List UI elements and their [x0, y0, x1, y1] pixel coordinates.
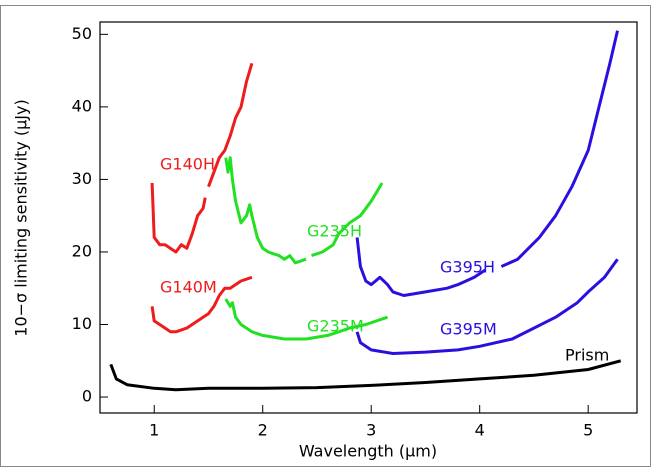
- x-tick-label: 2: [258, 421, 268, 440]
- series-label: G235H: [307, 222, 362, 241]
- series-line: [355, 30, 619, 297]
- series-line: [224, 298, 388, 341]
- series-line: [109, 359, 622, 392]
- plot-area: [99, 21, 638, 414]
- x-axis-label: Wavelength (μm): [299, 442, 437, 461]
- y-tick-label: 40: [72, 96, 92, 115]
- series-label: Prism: [565, 346, 609, 365]
- series-line: [224, 156, 384, 265]
- series-line: [150, 62, 254, 254]
- series-line: [150, 275, 253, 334]
- y-tick-label: 20: [72, 241, 92, 260]
- series-line: [355, 258, 619, 355]
- y-tick-label: 50: [72, 24, 92, 43]
- series-label: G395H: [440, 258, 495, 277]
- y-tick-label: 30: [72, 169, 92, 188]
- x-tick-label: 4: [475, 421, 485, 440]
- series-label: G140M: [160, 278, 217, 297]
- y-axis-label: 10−σ limiting sensitivity (μJy): [12, 99, 31, 336]
- series-label: G395M: [440, 320, 497, 339]
- x-tick-label: 3: [366, 421, 376, 440]
- y-tick-label: 0: [82, 387, 92, 406]
- series-label: G140H: [160, 155, 215, 174]
- x-tick-label: 1: [149, 421, 159, 440]
- series-label: G235M: [307, 317, 364, 336]
- x-tick-label: 5: [583, 421, 593, 440]
- y-tick-label: 10: [72, 314, 92, 333]
